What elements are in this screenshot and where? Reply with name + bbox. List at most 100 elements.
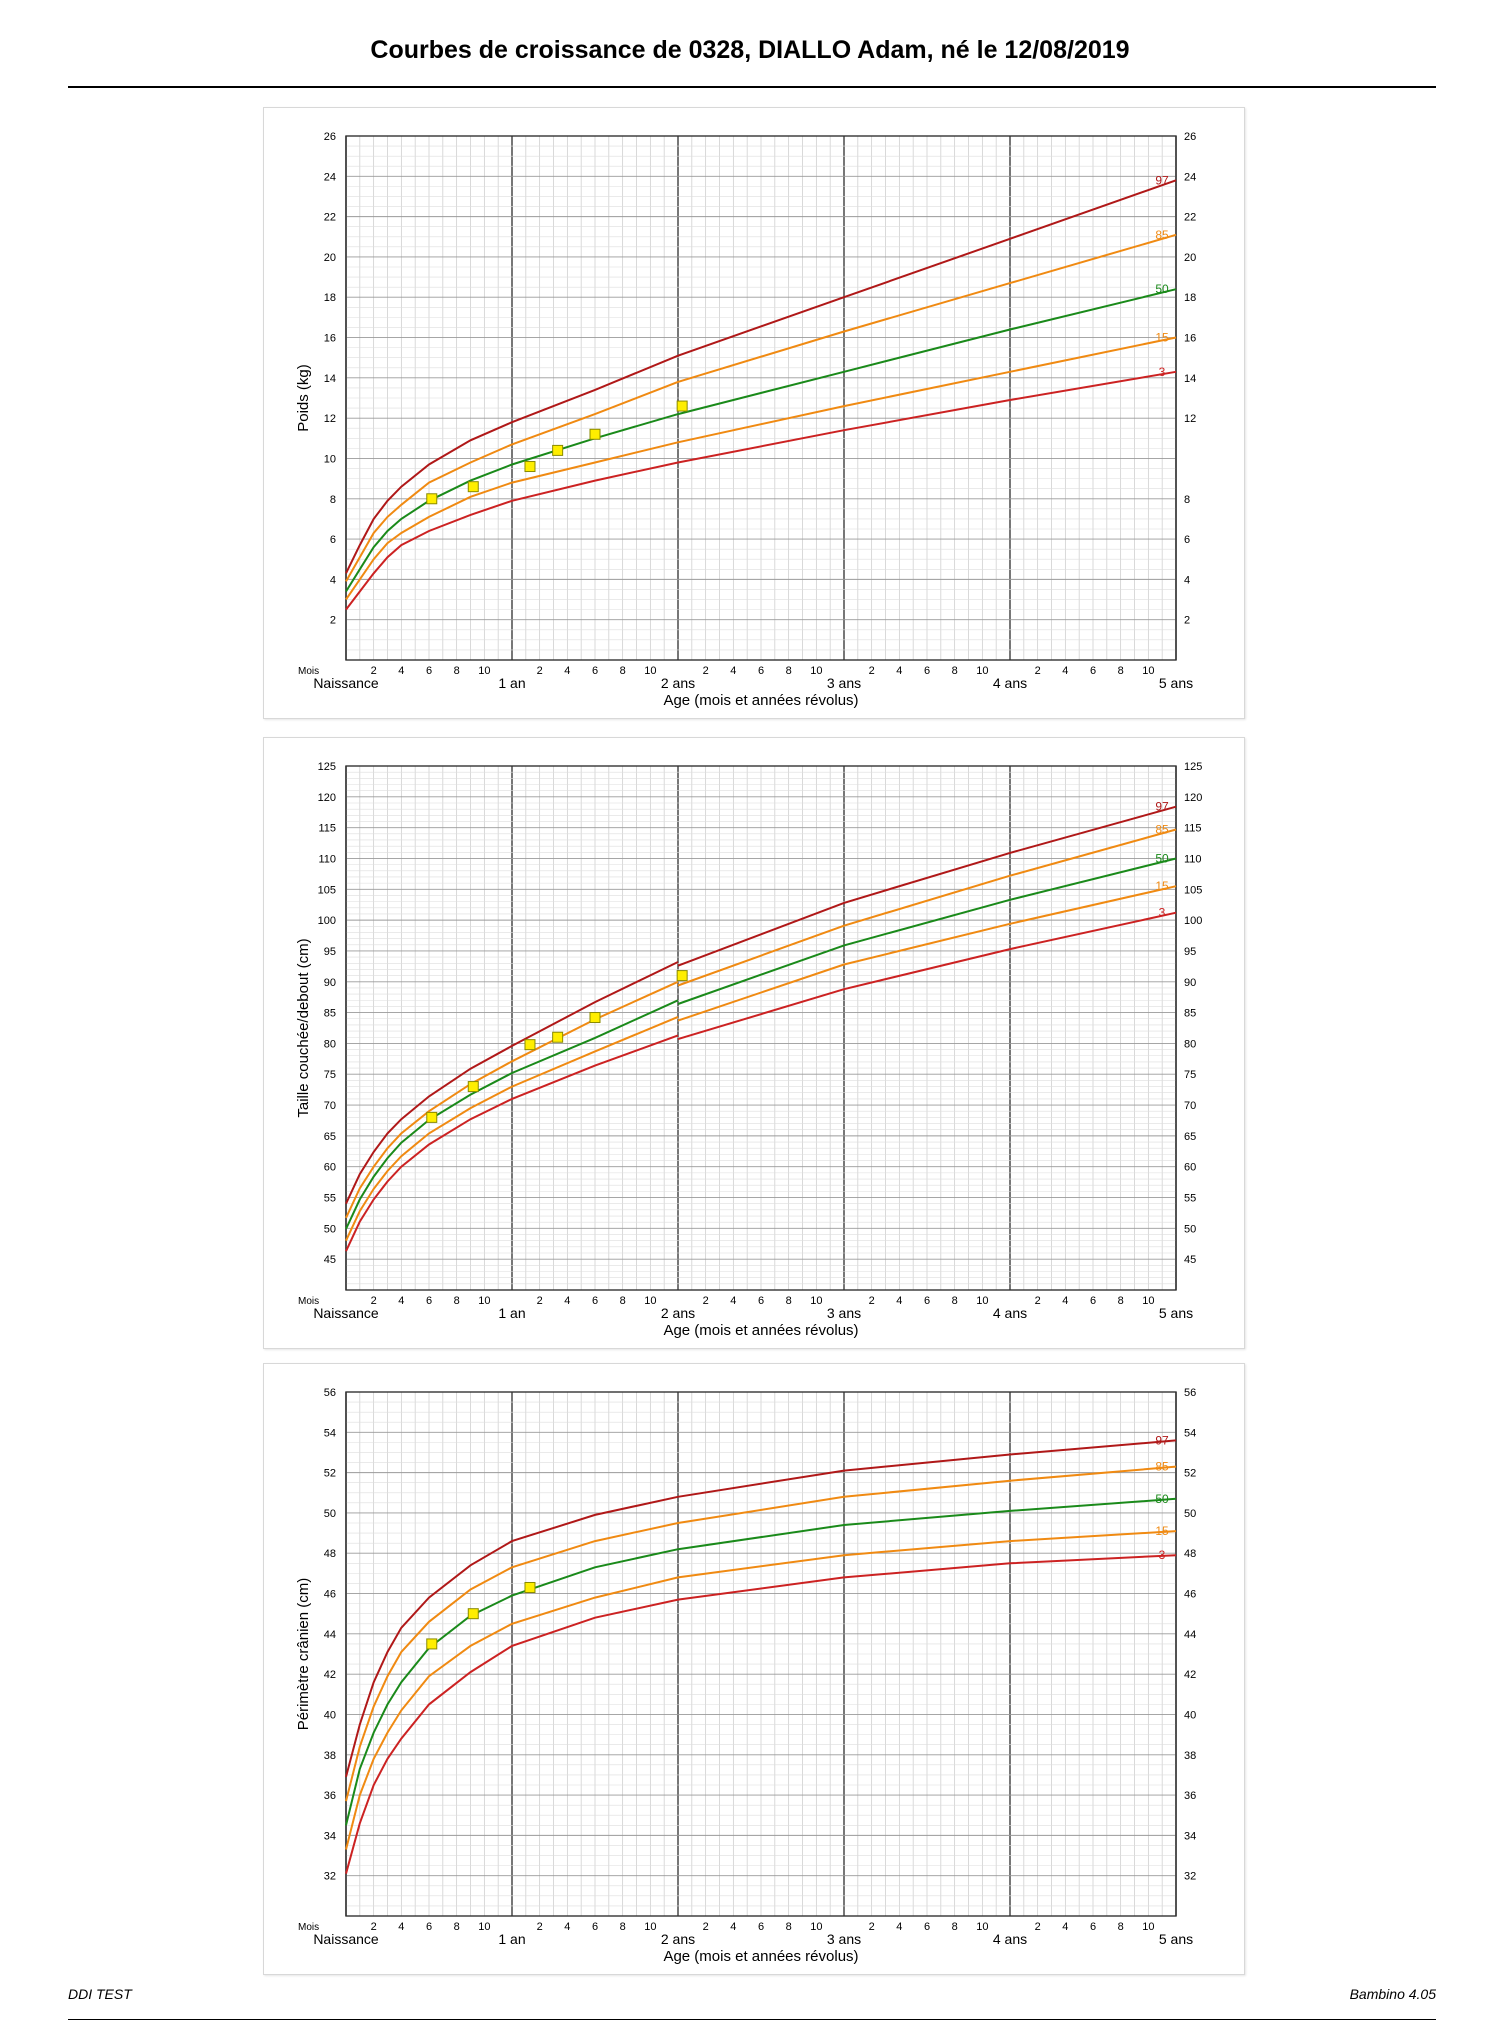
percentile-label: 15 bbox=[1155, 879, 1169, 893]
y-tick-label-right: 60 bbox=[1184, 1162, 1196, 1174]
x-month-tick-label: 8 bbox=[620, 1921, 626, 1933]
y-tick-label-left: 26 bbox=[324, 131, 336, 143]
x-month-tick-label: 2 bbox=[1035, 1295, 1041, 1307]
y-tick-label-left: 46 bbox=[324, 1589, 336, 1601]
head-circumference-chart-panel: 32 34 36 38 40 42 44 46 48 50 52 54 56 32 34 36 38 40 42 44… bbox=[263, 1363, 1245, 1975]
x-month-tick-label: 2 bbox=[703, 1921, 709, 1933]
y-tick-label-right: 70 bbox=[1184, 1100, 1196, 1112]
measurement-marker bbox=[552, 444, 564, 456]
measurement-marker bbox=[524, 461, 536, 473]
x-month-tick-label: 2 bbox=[869, 665, 875, 677]
x-year-label: 3 ans bbox=[827, 675, 861, 691]
x-month-tick-label: 8 bbox=[454, 1921, 460, 1933]
measurement-marker bbox=[676, 400, 688, 412]
footer-left: DDI TEST bbox=[68, 1986, 132, 2002]
y-tick-label-left: 105 bbox=[318, 884, 336, 896]
y-tick-label-right: 110 bbox=[1184, 853, 1202, 865]
x-month-tick-label: 8 bbox=[620, 665, 626, 677]
y-axis-title: Taille couchée/debout (cm) bbox=[295, 938, 312, 1117]
x-month-tick-label: 6 bbox=[924, 1295, 930, 1307]
y-tick-label-right: 22 bbox=[1184, 212, 1196, 224]
x-month-tick-label: 6 bbox=[1090, 665, 1096, 677]
y-tick-label-left: 90 bbox=[324, 977, 336, 989]
y-tick-label-right: 95 bbox=[1184, 946, 1196, 958]
x-month-tick-label: 10 bbox=[478, 665, 490, 677]
y-tick-label-right: 50 bbox=[1184, 1223, 1196, 1235]
y-tick-label-left: 40 bbox=[324, 1709, 336, 1721]
percentile-label: 85 bbox=[1155, 228, 1169, 242]
x-year-label: 4 ans bbox=[993, 675, 1027, 691]
x-axis-title: Age (mois et années révolus) bbox=[663, 1322, 858, 1339]
x-month-tick-label: 8 bbox=[952, 1921, 958, 1933]
x-month-tick-label: 4 bbox=[730, 665, 736, 677]
x-month-tick-label: 6 bbox=[758, 1921, 764, 1933]
x-month-tick-label: 8 bbox=[952, 1295, 958, 1307]
percentile-curve-3 bbox=[345, 370, 1177, 611]
x-month-tick-label: 10 bbox=[810, 1295, 822, 1307]
y-tick-label-left: 32 bbox=[324, 1871, 336, 1883]
plot-frame bbox=[345, 1391, 1177, 1917]
x-month-tick-label: 8 bbox=[786, 1921, 792, 1933]
y-tick-label-right: 4 bbox=[1184, 574, 1190, 586]
y-tick-label-right: 55 bbox=[1184, 1193, 1196, 1205]
x-month-tick-label: 4 bbox=[896, 1295, 902, 1307]
x-year-label: 3 ans bbox=[827, 1305, 861, 1321]
y-tick-label-left: 18 bbox=[324, 292, 336, 304]
x-month-tick-label: 10 bbox=[1142, 1295, 1154, 1307]
measurement-marker bbox=[426, 493, 438, 505]
y-tick-label-left: 50 bbox=[324, 1223, 336, 1235]
y-axis-title: Poids (kg) bbox=[295, 364, 312, 432]
percentile-label: 3 bbox=[1159, 1548, 1166, 1562]
x-month-tick-label: 4 bbox=[398, 1921, 404, 1933]
percentile-label: 97 bbox=[1155, 173, 1169, 187]
percentile-curve-15 bbox=[345, 885, 1177, 1242]
x-year-label: 1 an bbox=[498, 1305, 525, 1321]
y-tick-label-left: 12 bbox=[324, 413, 336, 425]
head-circumference-chart: 3234363840424446485052545632343638404244… bbox=[295, 1387, 1196, 1965]
y-tick-label-left: 6 bbox=[330, 534, 336, 546]
x-month-tick-label: 6 bbox=[592, 1295, 598, 1307]
y-tick-label-left: 120 bbox=[318, 792, 336, 804]
y-tick-label-right: 12 bbox=[1184, 413, 1196, 425]
x-year-label: 5 ans bbox=[1159, 675, 1193, 691]
measurement-marker bbox=[467, 481, 479, 493]
y-tick-label-left: 38 bbox=[324, 1750, 336, 1762]
x-month-tick-label: 6 bbox=[1090, 1921, 1096, 1933]
x-year-label: 4 ans bbox=[993, 1931, 1027, 1947]
x-year-label: Naissance bbox=[313, 675, 379, 691]
y-tick-label-right: 14 bbox=[1184, 373, 1196, 385]
footer-divider bbox=[68, 2019, 1436, 2020]
x-month-tick-label: 8 bbox=[620, 1295, 626, 1307]
percentile-curve-3 bbox=[345, 911, 1177, 1252]
weight-chart-panel: 2 4 6 8 10 12 14 16 18 20 22 24 26 2 4 6 8 12 14 16 18 20 22 24… bbox=[263, 107, 1245, 719]
measurement-marker bbox=[524, 1581, 536, 1593]
x-month-tick-label: 4 bbox=[564, 1921, 570, 1933]
x-month-tick-label: 2 bbox=[537, 1295, 543, 1307]
x-month-tick-label: 6 bbox=[592, 1921, 598, 1933]
x-year-label: 5 ans bbox=[1159, 1305, 1193, 1321]
y-tick-label-right: 80 bbox=[1184, 1038, 1196, 1050]
percentile-curve-50 bbox=[345, 857, 1177, 1230]
y-axis-title: Périmètre crânien (cm) bbox=[295, 1578, 312, 1731]
x-month-tick-label: 10 bbox=[478, 1295, 490, 1307]
x-month-tick-label: 2 bbox=[537, 665, 543, 677]
x-year-label: Naissance bbox=[313, 1305, 379, 1321]
x-month-tick-label: 10 bbox=[644, 1921, 656, 1933]
x-corner-label: Mois bbox=[298, 1296, 319, 1307]
y-tick-label-right: 24 bbox=[1184, 171, 1196, 183]
x-month-tick-label: 10 bbox=[644, 665, 656, 677]
x-month-tick-label: 6 bbox=[426, 1295, 432, 1307]
y-tick-label-left: 110 bbox=[318, 853, 336, 865]
x-month-tick-label: 2 bbox=[537, 1921, 543, 1933]
y-tick-label-right: 16 bbox=[1184, 333, 1196, 345]
y-tick-label-right: 115 bbox=[1184, 823, 1202, 835]
x-year-label: Naissance bbox=[313, 1931, 379, 1947]
y-tick-label-left: 54 bbox=[324, 1427, 336, 1439]
percentile-label: 3 bbox=[1159, 906, 1166, 920]
y-tick-label-left: 80 bbox=[324, 1038, 336, 1050]
y-tick-label-left: 36 bbox=[324, 1790, 336, 1802]
y-tick-label-right: 125 bbox=[1184, 761, 1202, 773]
measurement-marker bbox=[467, 1081, 479, 1093]
percentile-label: 85 bbox=[1155, 822, 1169, 836]
x-year-label: 4 ans bbox=[993, 1305, 1027, 1321]
